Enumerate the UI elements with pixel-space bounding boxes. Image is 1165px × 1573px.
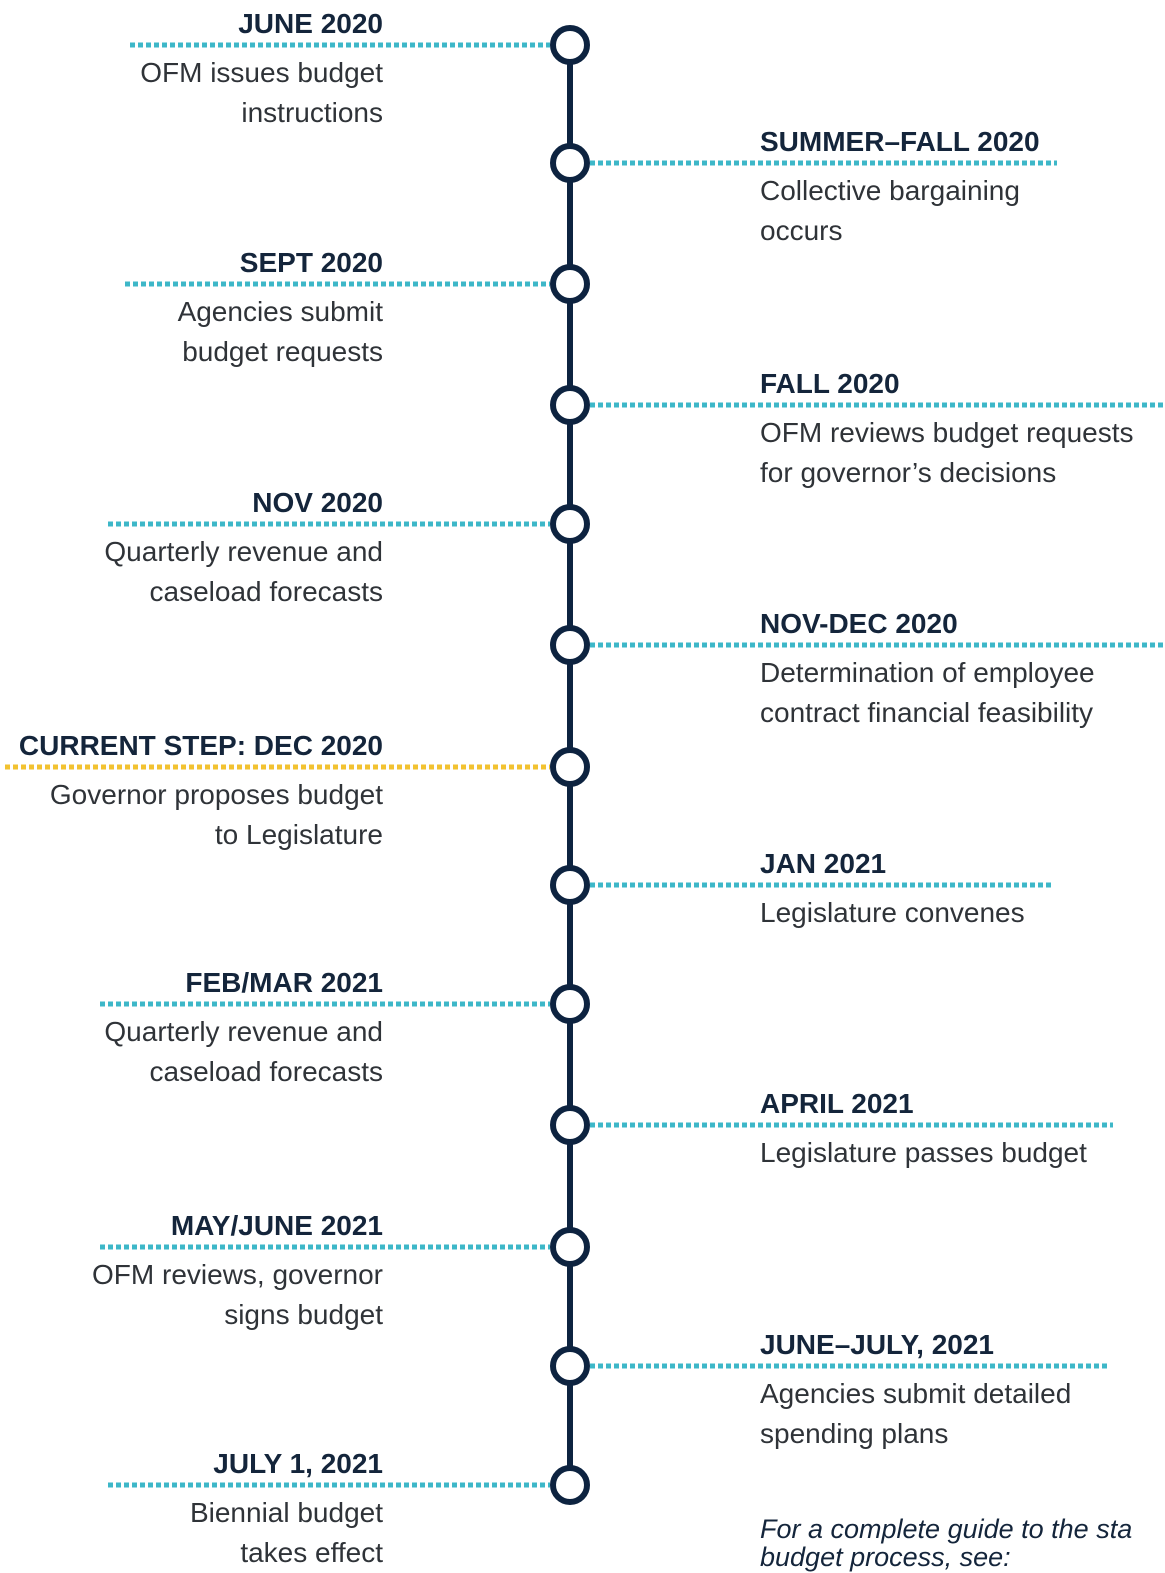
event-description: for governor’s decisions (760, 457, 1056, 488)
milestone (550, 143, 590, 183)
event-date: SUMMER–FALL 2020 (760, 126, 1040, 157)
milestone (550, 865, 590, 905)
event-description: OFM reviews, governor (92, 1259, 383, 1290)
event-date: APRIL 2021 (760, 1088, 914, 1119)
event-date: NOV-DEC 2020 (760, 608, 958, 639)
event-date: FALL 2020 (760, 368, 900, 399)
event-description: instructions (241, 97, 383, 128)
footnote-line: For a complete guide to the sta (760, 1514, 1132, 1544)
event-date: JAN 2021 (760, 848, 886, 879)
milestone (550, 25, 590, 65)
event-description: contract financial feasibility (760, 697, 1093, 728)
event-description: Quarterly revenue and (104, 1016, 383, 1047)
milestone (550, 504, 590, 544)
event-description: OFM reviews budget requests (760, 417, 1134, 448)
milestone (550, 1227, 590, 1267)
event-description: signs budget (224, 1299, 383, 1330)
event-description: Quarterly revenue and (104, 536, 383, 567)
event-date: JUNE 2020 (238, 8, 383, 39)
timeline-items: JUNE 2020 OFM issues budget instructions SU… (5, 8, 1165, 1568)
milestone (550, 1465, 590, 1505)
milestone (550, 1346, 590, 1386)
event-date: MAY/JUNE 2021 (171, 1210, 383, 1241)
event-date: CURRENT STEP: DEC 2020 (19, 730, 383, 761)
event-description: occurs (760, 215, 842, 246)
milestone (550, 385, 590, 425)
event-description: Agencies submit detailed (760, 1378, 1071, 1409)
event-description: Determination of employee (760, 657, 1095, 688)
event-description: Legislature passes budget (760, 1137, 1087, 1168)
event-description: caseload forecasts (150, 1056, 383, 1087)
event-description: takes effect (240, 1537, 383, 1568)
milestone (550, 625, 590, 665)
event-description: OFM issues budget (140, 57, 383, 88)
event-description: spending plans (760, 1418, 948, 1449)
milestone (550, 984, 590, 1024)
milestone (550, 264, 590, 304)
event-date: JULY 1, 2021 (213, 1448, 383, 1479)
event-date: JUNE–JULY, 2021 (760, 1329, 994, 1360)
event-description: Collective bargaining (760, 175, 1020, 206)
event-date: FEB/MAR 2021 (185, 967, 383, 998)
event-date: SEPT 2020 (240, 247, 383, 278)
event-description: Biennial budget (190, 1497, 383, 1528)
event-description: caseload forecasts (150, 576, 383, 607)
event-description: Governor proposes budget (50, 779, 383, 810)
event-date: NOV 2020 (252, 487, 383, 518)
milestone (550, 1105, 590, 1145)
event-description: budget requests (182, 336, 383, 367)
event-description: Legislature convenes (760, 897, 1025, 928)
event-description: Agencies submit (178, 296, 384, 327)
milestone (550, 747, 590, 787)
event-description: to Legislature (215, 819, 383, 850)
footnote-line: budget process, see: (760, 1542, 1011, 1572)
